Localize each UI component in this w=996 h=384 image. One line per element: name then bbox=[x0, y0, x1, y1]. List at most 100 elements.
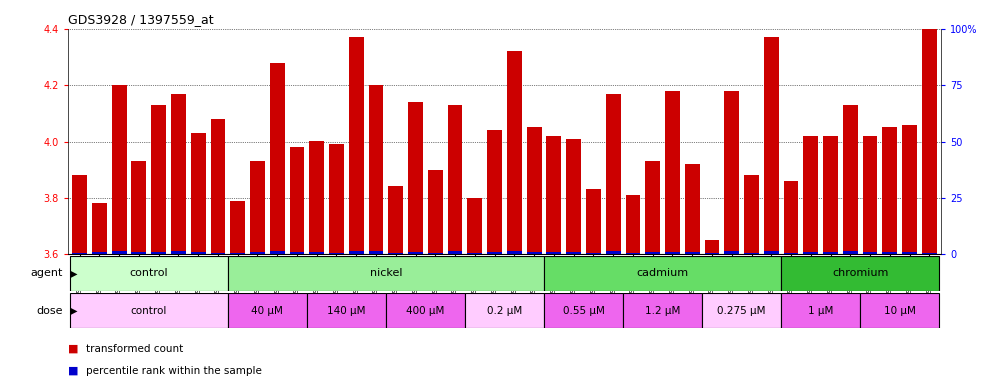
Text: cadmium: cadmium bbox=[636, 268, 688, 278]
Bar bbox=[685, 164, 699, 254]
Bar bbox=[72, 253, 87, 254]
Bar bbox=[863, 252, 877, 254]
Bar bbox=[250, 161, 265, 254]
Bar bbox=[329, 253, 344, 254]
Bar bbox=[586, 189, 601, 254]
Bar bbox=[586, 253, 601, 254]
Bar bbox=[70, 256, 228, 291]
Text: dose: dose bbox=[36, 306, 63, 316]
Bar bbox=[547, 136, 562, 254]
Bar bbox=[408, 102, 423, 254]
Bar bbox=[270, 63, 285, 254]
Text: 40 μM: 40 μM bbox=[251, 306, 283, 316]
Bar bbox=[70, 293, 228, 328]
Bar bbox=[112, 85, 126, 254]
Bar bbox=[72, 175, 87, 254]
Text: ■: ■ bbox=[68, 344, 79, 354]
Bar bbox=[702, 293, 781, 328]
Bar bbox=[544, 293, 623, 328]
Text: ■: ■ bbox=[68, 366, 79, 376]
Text: 1.2 μM: 1.2 μM bbox=[644, 306, 680, 316]
Bar bbox=[467, 253, 482, 254]
Bar bbox=[922, 253, 937, 254]
Bar bbox=[863, 136, 877, 254]
Bar bbox=[685, 252, 699, 254]
Bar bbox=[191, 133, 205, 254]
Bar bbox=[882, 252, 897, 254]
Bar bbox=[131, 252, 146, 254]
Text: 140 μM: 140 μM bbox=[327, 306, 366, 316]
Bar bbox=[465, 293, 544, 328]
Bar bbox=[724, 91, 739, 254]
Bar bbox=[804, 252, 818, 254]
Bar bbox=[447, 251, 462, 254]
Bar bbox=[704, 240, 719, 254]
Text: 0.55 μM: 0.55 μM bbox=[563, 306, 605, 316]
Bar bbox=[645, 252, 660, 254]
Bar bbox=[625, 253, 640, 254]
Bar bbox=[228, 293, 307, 328]
Bar bbox=[329, 144, 344, 254]
Bar bbox=[191, 252, 205, 254]
Text: control: control bbox=[130, 306, 167, 316]
Text: 10 μM: 10 μM bbox=[883, 306, 915, 316]
Bar bbox=[527, 252, 542, 254]
Bar bbox=[388, 253, 403, 254]
Bar bbox=[823, 252, 838, 254]
Bar bbox=[764, 251, 779, 254]
Bar bbox=[467, 198, 482, 254]
Bar bbox=[210, 253, 225, 254]
Text: GDS3928 / 1397559_at: GDS3928 / 1397559_at bbox=[68, 13, 213, 26]
Bar bbox=[349, 251, 364, 254]
Bar bbox=[171, 251, 186, 254]
Bar bbox=[369, 251, 383, 254]
Text: control: control bbox=[129, 268, 168, 278]
Bar bbox=[902, 125, 917, 254]
Bar bbox=[882, 127, 897, 254]
Bar bbox=[151, 252, 166, 254]
Text: 400 μM: 400 μM bbox=[406, 306, 444, 316]
Bar bbox=[171, 94, 186, 254]
Bar bbox=[823, 136, 838, 254]
Bar bbox=[310, 252, 324, 254]
Bar bbox=[544, 256, 781, 291]
Text: nickel: nickel bbox=[370, 268, 402, 278]
Bar bbox=[922, 29, 937, 254]
Bar bbox=[606, 94, 621, 254]
Bar bbox=[704, 253, 719, 254]
Bar bbox=[131, 161, 146, 254]
Bar bbox=[428, 253, 442, 254]
Bar bbox=[447, 105, 462, 254]
Text: ▶: ▶ bbox=[70, 268, 78, 278]
Bar bbox=[230, 253, 245, 254]
Bar bbox=[744, 175, 759, 254]
Bar bbox=[250, 252, 265, 254]
Text: 1 μM: 1 μM bbox=[808, 306, 834, 316]
Bar bbox=[567, 139, 581, 254]
Bar bbox=[307, 293, 385, 328]
Text: transformed count: transformed count bbox=[86, 344, 183, 354]
Bar bbox=[843, 251, 858, 254]
Bar bbox=[487, 252, 502, 254]
Bar bbox=[665, 252, 680, 254]
Bar bbox=[230, 200, 245, 254]
Text: percentile rank within the sample: percentile rank within the sample bbox=[86, 366, 262, 376]
Bar bbox=[781, 293, 861, 328]
Text: 0.2 μM: 0.2 μM bbox=[487, 306, 522, 316]
Bar bbox=[527, 127, 542, 254]
Bar bbox=[623, 293, 702, 328]
Bar bbox=[310, 141, 324, 254]
Bar bbox=[428, 170, 442, 254]
Bar bbox=[385, 293, 465, 328]
Bar bbox=[724, 251, 739, 254]
Bar bbox=[151, 105, 166, 254]
Bar bbox=[784, 253, 799, 254]
Text: agent: agent bbox=[30, 268, 63, 278]
Bar bbox=[547, 252, 562, 254]
Bar bbox=[92, 252, 107, 254]
Bar bbox=[784, 181, 799, 254]
Text: ▶: ▶ bbox=[70, 306, 78, 316]
Bar bbox=[665, 91, 680, 254]
Bar bbox=[507, 251, 522, 254]
Text: 0.275 μM: 0.275 μM bbox=[717, 306, 766, 316]
